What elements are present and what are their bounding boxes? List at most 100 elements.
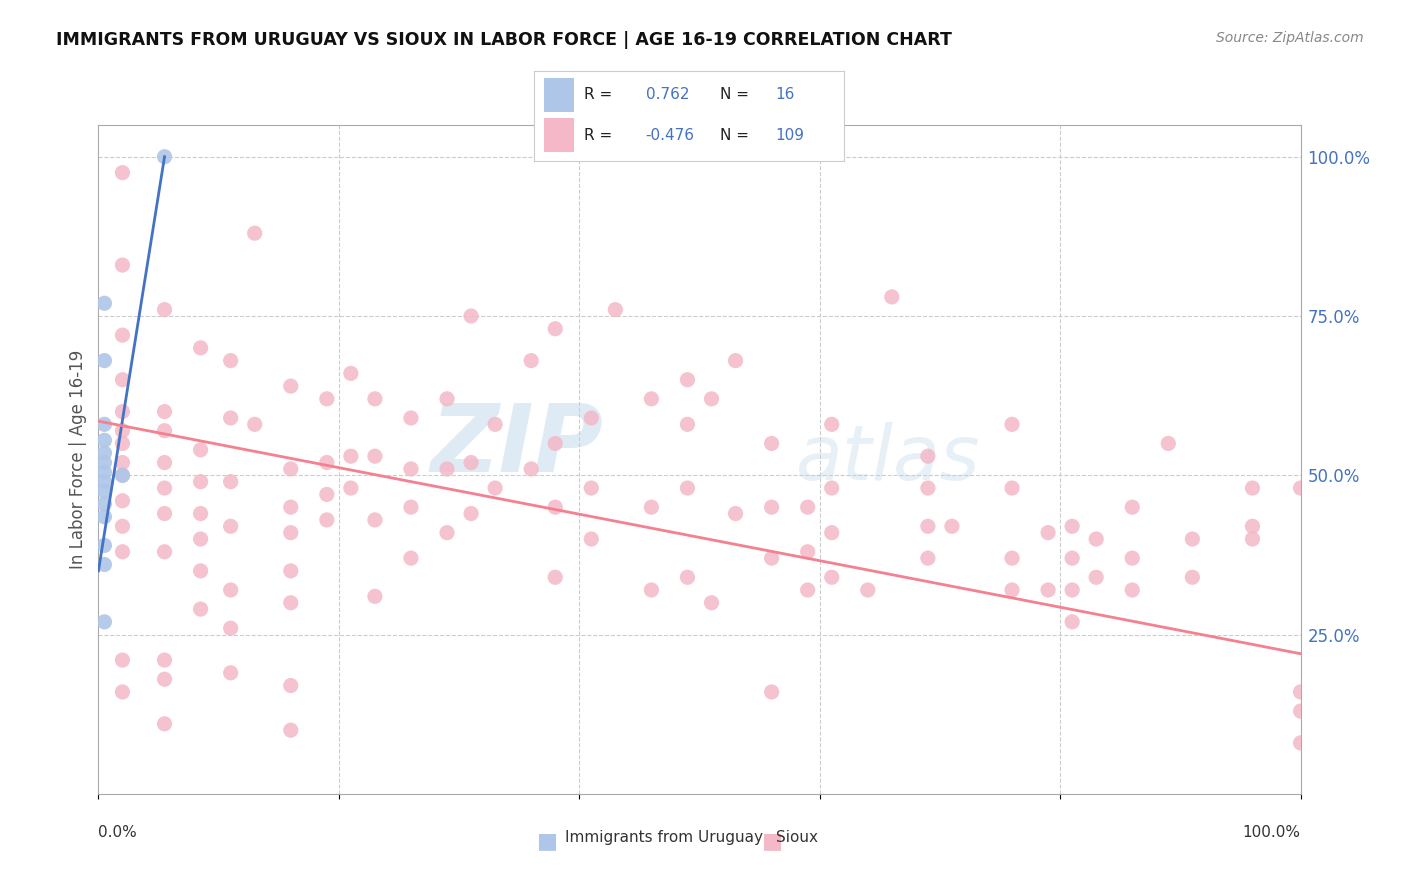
Point: [724, 353, 747, 368]
Point: [1289, 481, 1312, 495]
Point: [676, 417, 699, 432]
Point: [280, 462, 302, 476]
Point: [484, 481, 506, 495]
Text: R =: R =: [583, 87, 612, 102]
Point: [153, 653, 176, 667]
Point: [111, 468, 134, 483]
Point: [1062, 551, 1084, 566]
Text: ■: ■: [537, 831, 558, 851]
Point: [340, 481, 363, 495]
Point: [761, 500, 783, 515]
Point: [93, 558, 115, 572]
Point: [93, 497, 115, 511]
Point: [190, 507, 212, 521]
Point: [93, 538, 115, 552]
Point: [315, 487, 337, 501]
Point: [153, 456, 176, 470]
Point: [340, 367, 363, 381]
Point: [460, 456, 482, 470]
Point: [1121, 582, 1143, 597]
Point: [436, 525, 458, 540]
Point: [280, 679, 302, 693]
Point: [821, 525, 844, 540]
Point: [581, 481, 603, 495]
Point: [280, 379, 302, 393]
Text: Source: ZipAtlas.com: Source: ZipAtlas.com: [1216, 31, 1364, 45]
Point: [761, 436, 783, 450]
Text: 0.762: 0.762: [645, 87, 689, 102]
Point: [111, 545, 134, 559]
Point: [111, 468, 134, 483]
Point: [280, 525, 302, 540]
Point: [190, 442, 212, 457]
Text: atlas: atlas: [796, 423, 980, 496]
Text: Immigrants from Uruguay: Immigrants from Uruguay: [565, 830, 763, 845]
Point: [640, 582, 662, 597]
Point: [243, 226, 266, 240]
Point: [315, 456, 337, 470]
Point: [111, 653, 134, 667]
Point: [111, 373, 134, 387]
Point: [190, 532, 212, 546]
Point: [1036, 525, 1059, 540]
Point: [190, 564, 212, 578]
Point: [93, 434, 115, 448]
Point: [1062, 615, 1084, 629]
Point: [280, 500, 302, 515]
Point: [1289, 736, 1312, 750]
Point: [761, 551, 783, 566]
Point: [676, 570, 699, 584]
Point: [1157, 436, 1180, 450]
Point: [821, 481, 844, 495]
Point: [153, 302, 176, 317]
Point: [111, 436, 134, 450]
Point: [1289, 704, 1312, 718]
Point: [219, 519, 242, 533]
Point: [111, 404, 134, 418]
Point: [796, 582, 818, 597]
Point: [1062, 582, 1084, 597]
Point: [700, 596, 723, 610]
Point: [219, 582, 242, 597]
Point: [364, 513, 387, 527]
Point: [280, 596, 302, 610]
Point: [1181, 532, 1204, 546]
Point: [93, 296, 115, 310]
Point: [399, 462, 422, 476]
Point: [93, 484, 115, 499]
Text: 100.0%: 100.0%: [1243, 825, 1301, 840]
Text: N =: N =: [720, 128, 749, 143]
Point: [153, 424, 176, 438]
Point: [93, 446, 115, 460]
Point: [1062, 519, 1084, 533]
Point: [111, 456, 134, 470]
Point: [399, 551, 422, 566]
Point: [796, 545, 818, 559]
Point: [153, 672, 176, 686]
Point: [1241, 519, 1264, 533]
Point: [315, 392, 337, 406]
Point: [460, 309, 482, 323]
Point: [484, 417, 506, 432]
Point: [111, 493, 134, 508]
Point: [111, 685, 134, 699]
Point: [93, 465, 115, 479]
Point: [520, 462, 543, 476]
Point: [605, 302, 627, 317]
Point: [581, 532, 603, 546]
Point: [190, 341, 212, 355]
Point: [544, 322, 567, 336]
Point: [399, 500, 422, 515]
Point: [1241, 532, 1264, 546]
Point: [93, 456, 115, 470]
Text: 0.0%: 0.0%: [98, 825, 138, 840]
Point: [153, 404, 176, 418]
Point: [280, 564, 302, 578]
Point: [724, 507, 747, 521]
Point: [111, 166, 134, 180]
Point: [219, 621, 242, 635]
Point: [190, 602, 212, 616]
Point: [219, 665, 242, 680]
Point: [676, 481, 699, 495]
Text: 16: 16: [776, 87, 794, 102]
